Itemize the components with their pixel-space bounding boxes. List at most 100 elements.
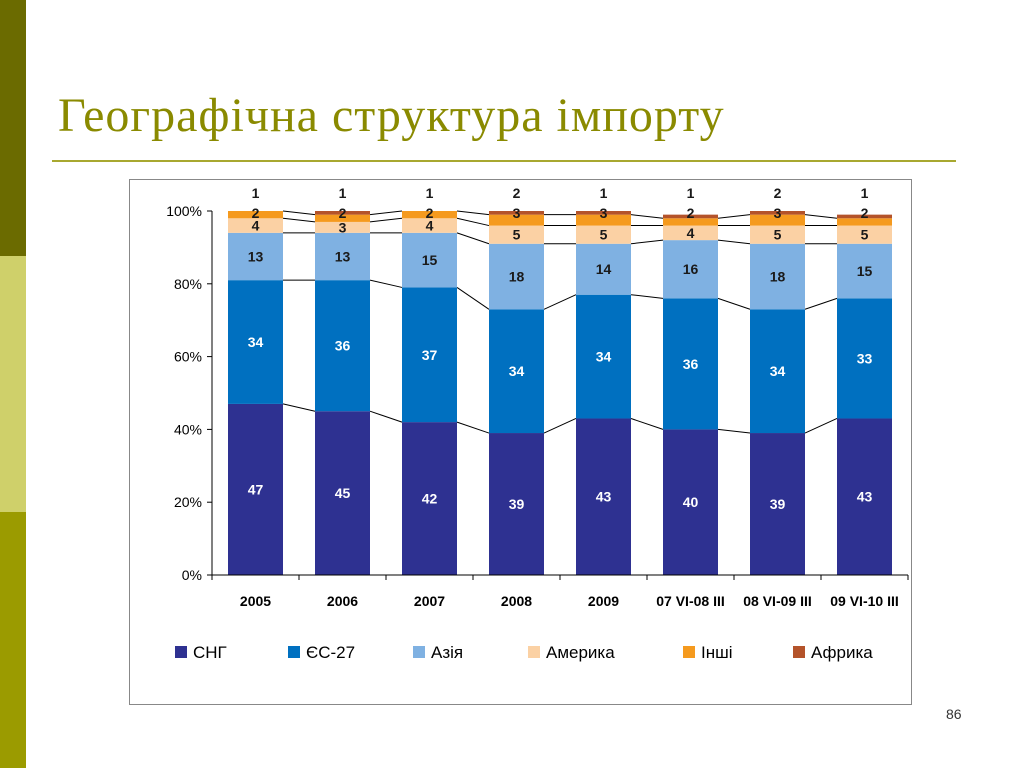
data-label: 5 — [513, 227, 521, 243]
bar-segment-3 — [489, 243, 544, 310]
stacked-bar-chart: 0%20%40%60%80%100%4734134212005453613321… — [166, 185, 909, 662]
legend-swatch — [413, 646, 425, 658]
series-connector-line — [369, 210, 403, 216]
series-connector-line — [804, 418, 838, 434]
data-label: 3 — [600, 205, 608, 221]
bar-segment-1 — [576, 418, 631, 575]
legend-swatch — [288, 646, 300, 658]
page-number: 86 — [946, 706, 962, 722]
data-label: 18 — [509, 269, 525, 285]
x-tick-label: 08 VI-09 III — [743, 593, 811, 609]
bar-segment-1 — [750, 433, 805, 575]
bar-segment-2 — [489, 309, 544, 434]
data-label: 37 — [422, 347, 438, 363]
series-connector-line — [456, 421, 490, 434]
legend-label: Інші — [701, 643, 733, 662]
y-tick-label: 100% — [166, 203, 202, 219]
data-label: 5 — [861, 227, 869, 243]
data-label: 34 — [248, 334, 264, 350]
y-tick-label: 20% — [174, 494, 202, 510]
y-tick-label: 80% — [174, 276, 202, 292]
bar-segment-6 — [489, 211, 544, 215]
series-connector-line — [369, 410, 403, 423]
bar-segment-3 — [750, 243, 805, 310]
series-connector-line — [630, 214, 664, 219]
series-connector-line — [456, 232, 490, 245]
bar-segment-6 — [837, 214, 892, 219]
series-connector-line — [630, 239, 664, 245]
data-label: 36 — [683, 356, 699, 372]
bar-segment-4 — [315, 221, 370, 233]
sidebar-band-top — [0, 0, 26, 256]
data-label: 1 — [426, 185, 434, 201]
bar-segment-5 — [663, 218, 718, 226]
data-label: 2 — [252, 205, 260, 221]
series-connector-line — [369, 217, 403, 223]
bar-segment-2 — [663, 298, 718, 430]
series-connector-line — [630, 294, 664, 299]
bar-segment-4 — [750, 225, 805, 244]
y-tick-label: 40% — [174, 421, 202, 437]
data-label: 1 — [600, 185, 608, 201]
bar-segment-4 — [402, 218, 457, 233]
bar-segment-6 — [576, 211, 631, 215]
bar-segment-1 — [315, 411, 370, 575]
bar-segment-1 — [228, 403, 283, 575]
bar-segment-4 — [489, 225, 544, 244]
y-tick-label: 0% — [182, 567, 202, 583]
bar-segment-3 — [402, 232, 457, 288]
bar-segment-4 — [837, 225, 892, 244]
data-label: 13 — [335, 249, 351, 265]
bar-segment-5 — [402, 211, 457, 219]
bar-segment-4 — [663, 225, 718, 241]
data-label: 1 — [861, 185, 869, 201]
data-label: 3 — [774, 205, 782, 221]
series-connector-line — [543, 294, 577, 310]
y-tick-label: 60% — [174, 349, 202, 365]
sidebar-band-bottom — [0, 512, 26, 768]
data-label: 4 — [252, 218, 260, 234]
bar-segment-3 — [228, 232, 283, 281]
data-label: 2 — [687, 205, 695, 221]
bar-segment-1 — [837, 418, 892, 575]
bar-segment-3 — [663, 240, 718, 299]
x-tick-label: 2009 — [588, 593, 619, 609]
bar-segment-5 — [576, 214, 631, 226]
x-tick-label: 2006 — [327, 593, 358, 609]
legend-label: Африка — [811, 643, 873, 662]
chart-frame: 0% 20% 40% 60% 80% 100% 47 34 13 4 2 1 2005 45 36 13 3 2 1… — [129, 179, 912, 705]
legend-label: ЄС-27 — [306, 643, 355, 662]
data-label: 5 — [600, 227, 608, 243]
data-label: 34 — [770, 363, 786, 379]
data-label: 13 — [248, 249, 264, 265]
data-label: 36 — [335, 338, 351, 354]
bar-segment-2 — [228, 280, 283, 404]
series-connector-line — [456, 217, 490, 227]
legend-label: Азія — [431, 643, 463, 662]
bar-segment-6 — [315, 211, 370, 215]
bar-segment-3 — [576, 243, 631, 295]
series-connector-line — [282, 403, 316, 412]
data-label: 34 — [509, 363, 525, 379]
series-connector-line — [804, 297, 838, 310]
series-connector-line — [282, 217, 316, 223]
x-tick-label: 09 VI-10 III — [830, 593, 898, 609]
data-label: 47 — [248, 481, 264, 497]
x-tick-label: 07 VI-08 III — [656, 593, 724, 609]
data-label: 45 — [335, 485, 351, 501]
bar-segment-5 — [489, 214, 544, 226]
bar-segment-2 — [402, 287, 457, 423]
data-label: 16 — [683, 261, 699, 277]
data-label: 3 — [339, 219, 347, 235]
data-label: 4 — [426, 218, 434, 234]
bar-segment-5 — [750, 214, 805, 226]
bar-segment-1 — [402, 422, 457, 575]
bar-segment-1 — [663, 429, 718, 575]
series-connector-line — [456, 287, 490, 310]
data-label: 2 — [513, 185, 521, 201]
data-label: 40 — [683, 494, 699, 510]
data-label: 18 — [770, 269, 786, 285]
data-label: 39 — [770, 496, 786, 512]
data-label: 4 — [687, 225, 695, 241]
series-connector-line — [717, 214, 751, 219]
